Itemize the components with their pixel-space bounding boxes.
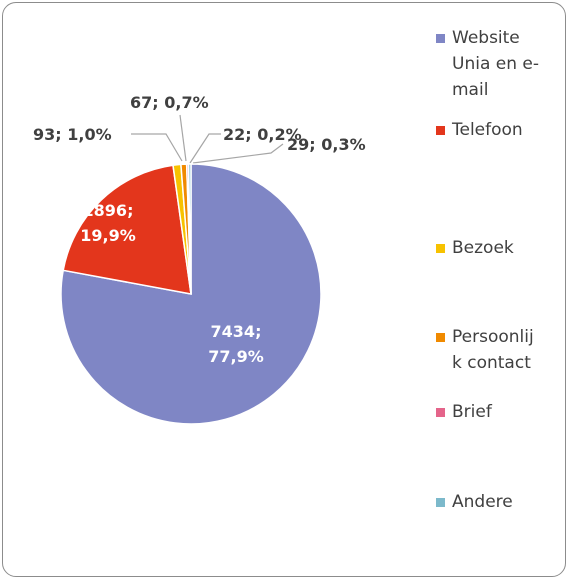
legend-marker [436, 34, 445, 43]
legend-marker [436, 498, 445, 507]
leader-line [179, 114, 187, 162]
legend-marker [436, 126, 445, 135]
legend-label: Brief [452, 402, 492, 422]
legend-label: Website Unia en e-mail [452, 28, 539, 100]
pie-chart [60, 114, 322, 425]
data-label: 67; 0,7% [130, 93, 209, 112]
legend-entry: Bezoek [436, 235, 546, 261]
data-label: 1896; 19,9% [80, 201, 136, 245]
leader-line [131, 133, 183, 162]
data-label: 7434; 77,9% [208, 322, 264, 366]
legend-label: Bezoek [452, 238, 514, 258]
legend-entry: Persoonlijk contact [436, 324, 546, 376]
legend-marker [436, 244, 445, 253]
pie-slice [187, 163, 192, 295]
data-label: 93; 1,0% [33, 125, 112, 144]
leader-lines [131, 114, 284, 164]
pie-slice [62, 164, 192, 295]
legend-entry: Telefoon [436, 117, 546, 143]
legend-entry: Website Unia en e-mail [436, 25, 546, 103]
legend-label: Persoonlijk contact [452, 327, 534, 373]
legend-marker [436, 333, 445, 342]
legend-label: Andere [452, 492, 513, 512]
legend-marker [436, 408, 445, 417]
legend-label: Telefoon [452, 120, 523, 140]
legend-entry: Andere [436, 489, 546, 515]
leader-line [189, 133, 221, 164]
data-label: 29; 0,3% [287, 135, 366, 154]
data-label: 22; 0,2% [223, 125, 302, 144]
legend-entry: Brief [436, 399, 546, 425]
leader-line [192, 143, 284, 164]
